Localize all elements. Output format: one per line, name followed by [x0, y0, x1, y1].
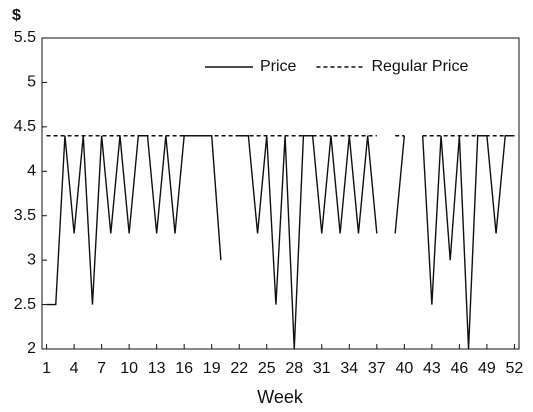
x-tick-label: 52: [506, 360, 524, 377]
x-tick-label: 49: [478, 360, 496, 377]
x-tick-label: 7: [97, 360, 106, 377]
x-tick-label: 19: [203, 360, 221, 377]
y-tick-label: 2.5: [14, 296, 36, 313]
y-tick-label: 4: [27, 163, 36, 180]
x-tick-label: 1: [42, 360, 51, 377]
x-tick-label: 40: [395, 360, 413, 377]
x-axis-label: Week: [257, 387, 304, 407]
x-tick-label: 22: [230, 360, 248, 377]
x-tick-label: 16: [175, 360, 193, 377]
y-tick-label: 3: [27, 251, 36, 268]
x-tick-label: 28: [285, 360, 303, 377]
x-tick-label: 25: [258, 360, 276, 377]
x-tick-label: 43: [423, 360, 441, 377]
x-tick-label: 46: [450, 360, 468, 377]
plot-frame: [41, 37, 520, 350]
x-tick-label: 10: [120, 360, 138, 377]
x-tick-label: 13: [148, 360, 166, 377]
y-tick-label: 2: [27, 340, 36, 357]
series-line: [46, 135, 515, 350]
legend-label: Regular Price: [371, 58, 468, 75]
y-tick-label: 3.5: [14, 207, 36, 224]
x-tick-label: 31: [313, 360, 331, 377]
y-axis-label: $: [12, 7, 21, 24]
y-tick-label: 4.5: [14, 118, 36, 135]
legend-label: Price: [260, 58, 297, 75]
y-tick-label: 5: [27, 74, 36, 91]
x-tick-label: 37: [368, 360, 386, 377]
y-tick-label: 5.5: [14, 29, 36, 46]
x-tick-label: 34: [340, 360, 358, 377]
x-tick-label: 4: [70, 360, 79, 377]
